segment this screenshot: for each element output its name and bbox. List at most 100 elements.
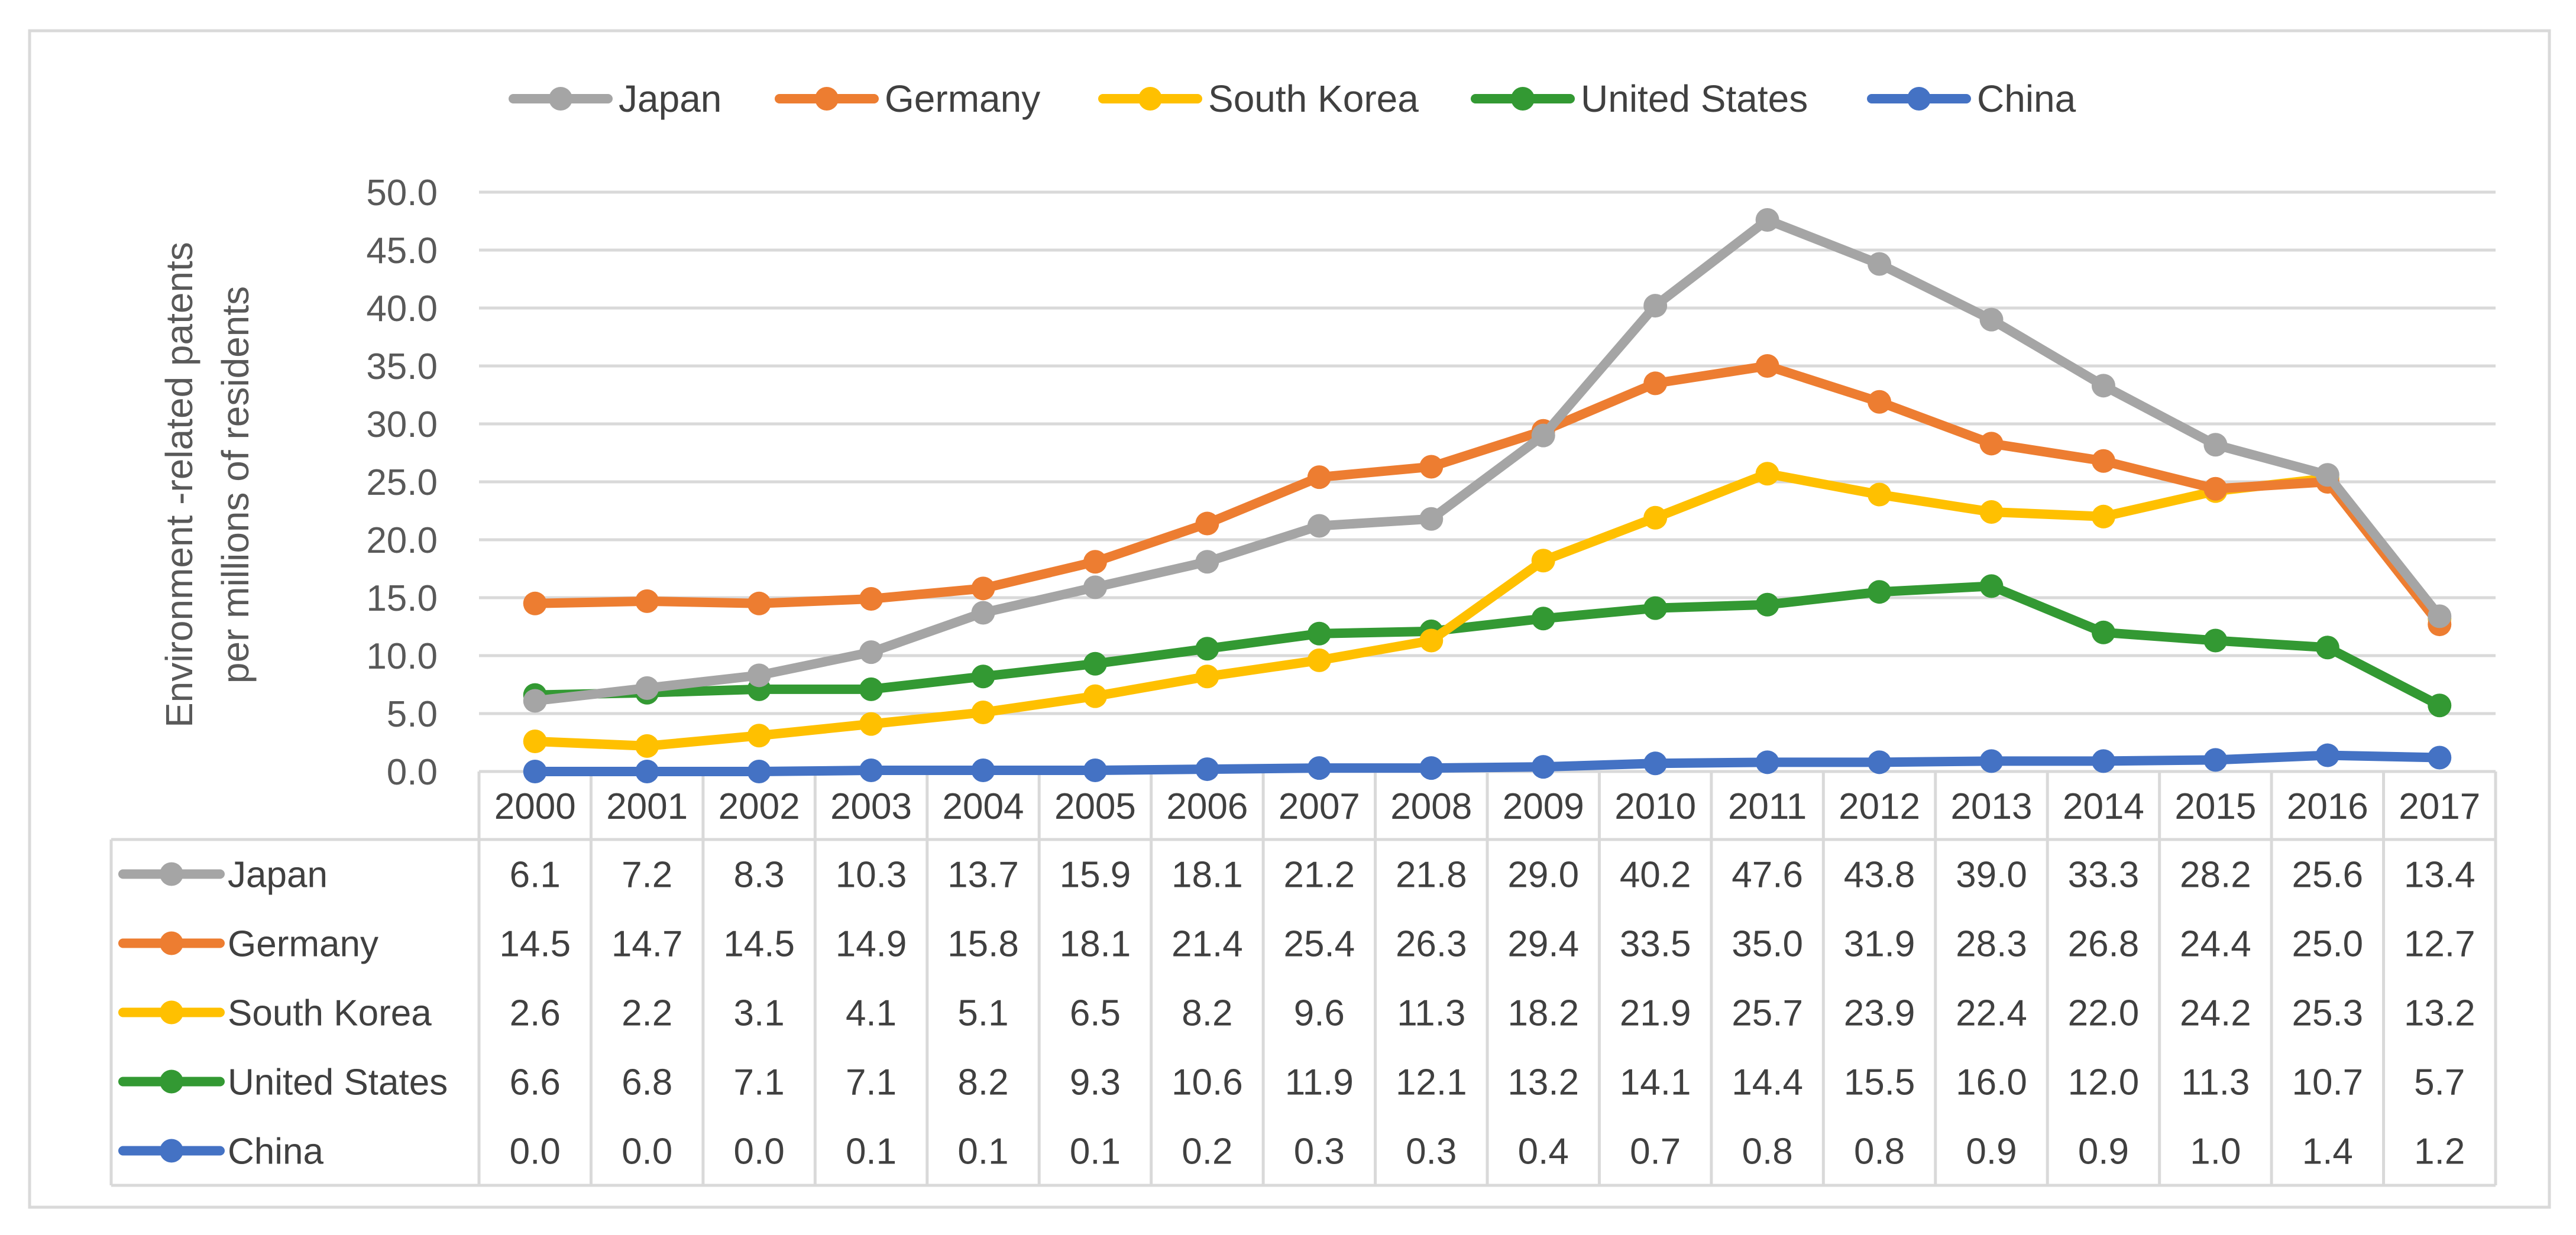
table-cell-value: 43.8 [1844,855,1915,896]
series-line [530,215,2445,706]
legend-key-marker [1511,87,1535,111]
data-point [971,664,995,689]
table-cell-value: 8.2 [1182,993,1232,1034]
table-cell-value: 14.5 [499,924,571,965]
table-cell-value: 14.4 [1732,1062,1803,1103]
legend-label: China [1977,77,2076,120]
table-cell-value: 12.0 [2068,1062,2140,1103]
table-cell-value: 10.6 [1172,1062,1243,1103]
table-cell-value: 2.2 [622,993,672,1034]
table-cell-value: 4.1 [846,993,897,1034]
x-tick-label: 2005 [1054,786,1136,827]
table-cell-value: 16.0 [1956,1062,2027,1103]
data-point [2091,449,2115,473]
table-cell-value: 12.7 [2404,924,2475,965]
data-point [1083,684,1107,708]
table-series-key-marker [160,1069,183,1094]
data-point [1531,549,1555,573]
data-point [1755,750,1779,774]
data-point [2203,477,2228,501]
series-line [530,750,2445,776]
x-tick-label: 2015 [2174,786,2256,827]
data-point [1195,757,1219,782]
table-cell-value: 35.0 [1732,924,1803,965]
data-point [1307,756,1331,780]
table-series-name: Japan [228,855,328,896]
data-point [859,586,884,611]
legend-label: Japan [619,77,721,120]
x-tick-label: 2002 [719,786,800,827]
data-point [971,758,995,783]
data-point [2203,433,2228,457]
table-cell-value: 25.7 [1732,993,1803,1034]
data-point [523,591,547,615]
x-tick-label: 2013 [1951,786,2033,827]
table-cell-value: 0.1 [957,1132,1008,1172]
table-cell-value: 0.9 [2078,1132,2129,1172]
table-series-name: Germany [228,924,378,965]
table-series-key-marker [160,1000,183,1025]
y-tick-label: 15.0 [366,578,438,619]
table-series-name: United States [228,1062,448,1103]
table-cell-value: 6.8 [622,1062,672,1103]
legend-item: United States [1471,77,1808,120]
data-point [1979,574,2004,598]
data-point [2091,374,2115,398]
legend-item: Japan [509,77,721,120]
table-cell-value: 12.1 [1396,1062,1467,1103]
series-united-states [523,574,2452,718]
table-cell-value: 39.0 [1956,855,2027,896]
data-point [1531,607,1555,631]
legend-key-marker [1907,87,1931,111]
table-cell-value: 0.0 [510,1132,561,1172]
table-cell-value: 0.0 [734,1132,785,1172]
table-cell-value: 10.3 [836,855,907,896]
table-cell-value: 6.1 [510,855,561,896]
table-cell-value: 0.8 [1742,1132,1793,1172]
legend-label: South Korea [1208,77,1419,120]
table-cell-value: 6.6 [510,1062,561,1103]
table-cell-value: 26.8 [2068,924,2140,965]
table-cell-value: 9.6 [1294,993,1345,1034]
data-point [1531,423,1555,448]
data-point [859,677,884,701]
data-point [523,689,547,713]
data-point [1979,307,2004,332]
data-point [747,724,771,748]
table-cell-value: 28.3 [1956,924,2027,965]
table-cell-value: 7.1 [734,1062,785,1103]
y-tick-label: 30.0 [366,404,438,445]
data-point [1307,465,1331,490]
table-cell-value: 18.2 [1507,993,1579,1034]
data-point [1083,758,1107,783]
x-tick-label: 2004 [943,786,1024,827]
x-tick-label: 2014 [2063,786,2144,827]
y-tick-label: 20.0 [366,520,438,561]
series-china [523,743,2452,783]
x-tick-label: 2001 [606,786,688,827]
data-point [747,760,771,783]
table-cell-value: 15.8 [947,924,1019,965]
legend-key-marker [815,87,839,111]
data-point [1195,664,1219,689]
data-point [1083,550,1107,574]
x-tick-label: 2016 [2287,786,2368,827]
data-point [635,676,659,700]
table-cell-value: 0.7 [1630,1132,1681,1172]
data-point [1419,756,1444,780]
data-point [635,760,659,783]
legend-item: Germany [775,77,1040,120]
table-cell-value: 8.2 [957,1062,1008,1103]
data-point [635,589,659,613]
data-point [1755,462,1779,486]
table-cell-value: 7.1 [846,1062,897,1103]
data-point [1868,482,1892,507]
table-cell-value: 0.3 [1294,1132,1345,1172]
legend-item: South Korea [1098,77,1419,120]
data-point [859,712,884,736]
table-cell-value: 14.1 [1620,1062,1691,1103]
table-cell-value: 15.5 [1844,1062,1915,1103]
table-cell-value: 29.4 [1507,924,1579,965]
data-point [2428,745,2452,770]
table-cell-value: 31.9 [1844,924,1915,965]
